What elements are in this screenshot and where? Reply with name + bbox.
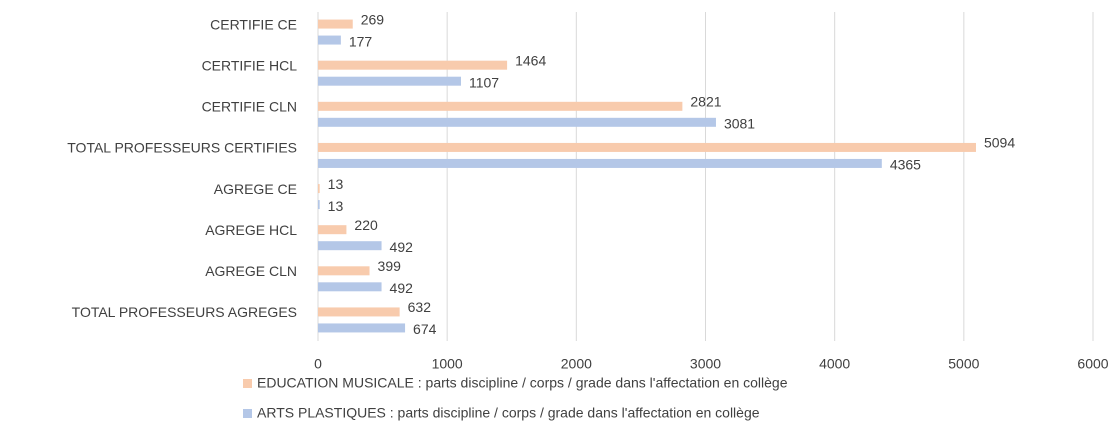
- y-tick-label: CERTIFIE HCL: [202, 57, 298, 73]
- bar: [318, 76, 461, 86]
- legend-swatch: [243, 409, 252, 418]
- bar: [318, 158, 882, 168]
- bar: [318, 241, 382, 251]
- y-tick-label: AGREGE CE: [214, 181, 297, 197]
- value-label: 220: [354, 217, 378, 233]
- bar: [318, 225, 347, 235]
- x-tick-label: 4000: [819, 356, 850, 372]
- y-tick-label: TOTAL PROFESSEURS CERTIFIES: [67, 140, 297, 156]
- value-label: 269: [361, 11, 385, 27]
- x-tick-label: 5000: [948, 356, 979, 372]
- y-tick-label: TOTAL PROFESSEURS AGREGES: [72, 304, 297, 320]
- bar: [318, 184, 320, 194]
- x-tick-label: 6000: [1077, 356, 1108, 372]
- bar: [318, 19, 353, 29]
- y-tick-label: AGREGE HCL: [205, 222, 297, 238]
- value-label: 1107: [469, 74, 499, 90]
- value-label: 5094: [984, 135, 1015, 151]
- value-label: 13: [328, 198, 344, 214]
- x-tick-label: 2000: [561, 356, 592, 372]
- legend-label: EDUCATION MUSICALE : parts discipline / …: [257, 375, 788, 391]
- value-label: 632: [408, 299, 432, 315]
- value-label: 177: [349, 33, 373, 49]
- legend-label: ARTS PLASTIQUES : parts discipline / cor…: [257, 405, 760, 421]
- y-tick-label: AGREGE CLN: [205, 263, 297, 279]
- bar: [318, 282, 382, 292]
- bar: [318, 117, 716, 127]
- value-label: 674: [413, 321, 437, 337]
- value-label: 2821: [690, 94, 721, 110]
- bar: [318, 142, 976, 152]
- bar: [318, 60, 508, 70]
- value-label: 492: [390, 239, 414, 255]
- bar: [318, 101, 683, 111]
- bar: [318, 323, 406, 333]
- value-label: 1464: [515, 52, 546, 68]
- value-label: 3081: [724, 116, 755, 132]
- x-tick-label: 3000: [690, 356, 721, 372]
- value-label: 399: [378, 258, 402, 274]
- bar: [318, 266, 370, 276]
- bar: [318, 200, 320, 210]
- value-label: 13: [328, 176, 344, 192]
- bar: [318, 35, 341, 45]
- y-tick-label: CERTIFIE CE: [210, 16, 297, 32]
- value-label: 4365: [890, 157, 921, 173]
- legend-swatch: [243, 379, 252, 388]
- x-tick-label: 0: [314, 356, 322, 372]
- y-tick-label: CERTIFIE CLN: [202, 99, 297, 115]
- x-tick-label: 1000: [432, 356, 463, 372]
- bar: [318, 307, 400, 317]
- value-label: 492: [390, 280, 414, 296]
